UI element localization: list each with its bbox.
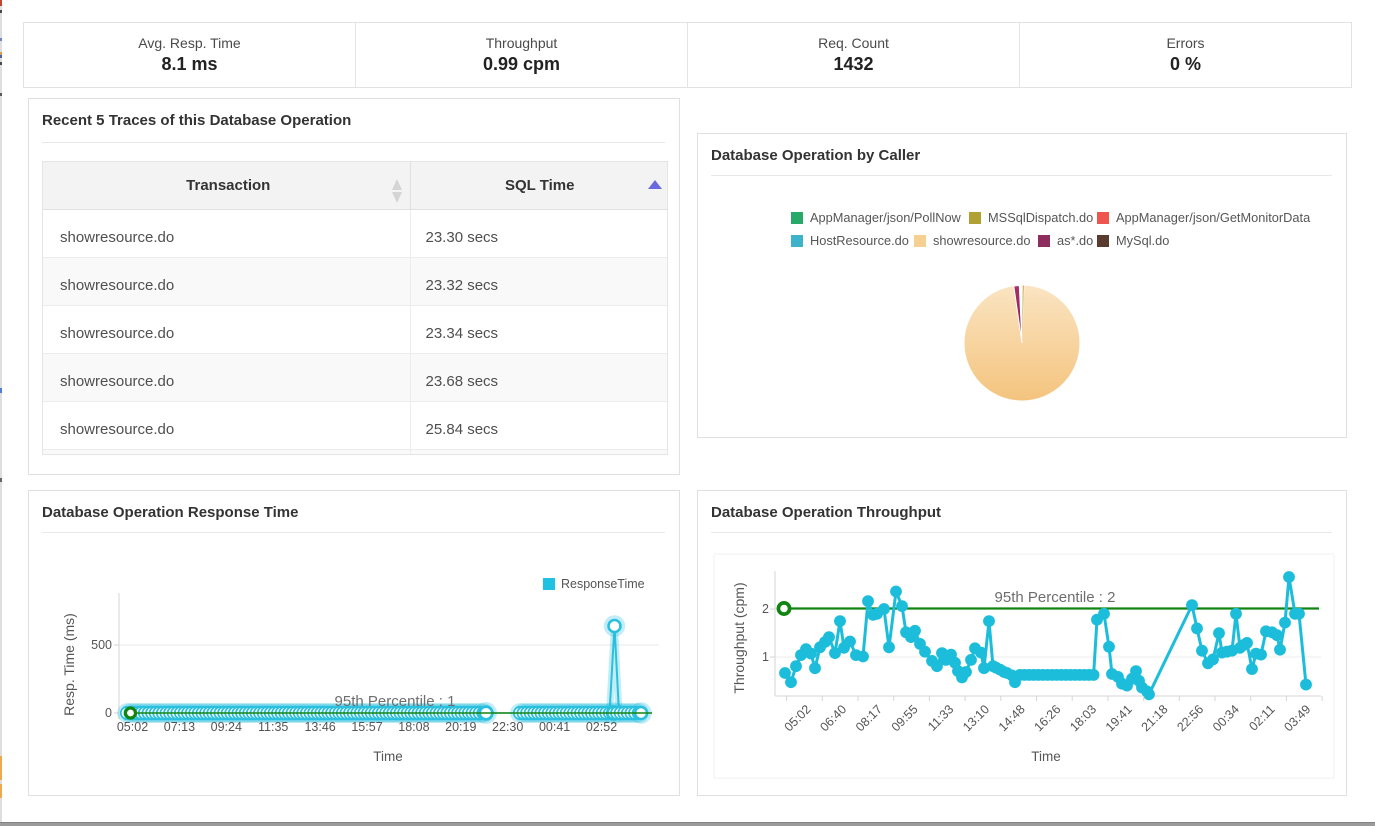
svg-text:11:33: 11:33 [925,702,956,733]
svg-text:05:02: 05:02 [782,702,814,734]
svg-text:1: 1 [762,650,769,664]
svg-text:19:41: 19:41 [1103,702,1135,734]
svg-text:11:35: 11:35 [258,720,288,734]
svg-text:13:10: 13:10 [960,702,992,734]
svg-text:15:57: 15:57 [351,720,382,734]
svg-text:95th Percentile : 1: 95th Percentile : 1 [335,693,456,710]
svg-text:06:40: 06:40 [817,702,849,734]
svg-text:Time: Time [373,749,403,764]
svg-text:500: 500 [91,638,112,652]
svg-text:13:46: 13:46 [304,720,335,734]
svg-text:02:11: 02:11 [1246,702,1277,733]
svg-text:16:26: 16:26 [1032,702,1064,734]
svg-text:07:13: 07:13 [164,720,195,734]
svg-text:21:18: 21:18 [1139,702,1171,734]
svg-text:00:34: 00:34 [1210,702,1242,734]
svg-text:08:17: 08:17 [853,702,885,734]
svg-text:ResponseTime: ResponseTime [561,577,645,591]
svg-text:22:30: 22:30 [492,720,523,734]
svg-text:09:55: 09:55 [889,702,921,734]
svg-text:05:02: 05:02 [117,720,148,734]
svg-text:95th Percentile : 2: 95th Percentile : 2 [995,589,1116,606]
svg-text:03:49: 03:49 [1281,702,1313,734]
svg-text:Resp. Time (ms): Resp. Time (ms) [61,613,77,716]
svg-text:Time: Time [1031,749,1061,764]
svg-text:Throughput (cpm): Throughput (cpm) [731,582,747,693]
svg-text:09:24: 09:24 [211,720,242,734]
svg-text:20:19: 20:19 [445,720,476,734]
svg-text:0: 0 [105,706,112,720]
svg-text:02:52: 02:52 [586,720,617,734]
svg-text:22:56: 22:56 [1174,702,1206,734]
svg-text:00:41: 00:41 [539,720,570,734]
svg-text:18:03: 18:03 [1067,702,1099,734]
svg-text:14:48: 14:48 [996,702,1028,734]
svg-text:2: 2 [762,602,769,616]
svg-text:18:08: 18:08 [398,720,429,734]
